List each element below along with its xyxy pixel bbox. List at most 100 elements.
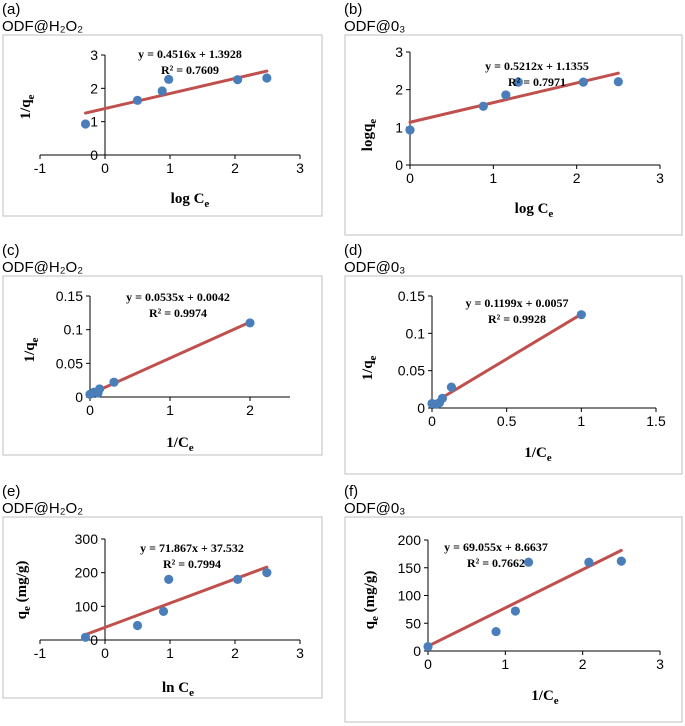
panel-c-label: (c) ODF@H₂O₂ [2,242,83,276]
chart-b-y-tick-label: 2 [395,82,403,98]
chart-d-data-point [576,310,586,320]
chart-c-data-point [245,318,255,328]
chart-d-frame [344,275,683,475]
chart-a-y-tick-label: 1 [90,114,98,130]
panel-e-label: (e) ODF@H₂O₂ [2,483,83,517]
panel-d-letter: (d) [344,242,363,259]
panel-a-label: (a) ODF@H₂O₂ [2,1,83,35]
chart-e-frame [2,516,323,699]
chart-b-x-tick-label: 0 [406,170,414,186]
chart-b-equation: y = 0.5212x + 1.1355 [485,59,589,73]
chart-b-r-squared: R² = 0.7971 [508,75,566,89]
chart-e-y-axis-title: qe (mg/g) [14,561,33,620]
chart-b-x-tick-label: 1 [489,170,497,186]
panel-a-letter: (a) [2,1,21,18]
chart-f-y-tick-label: 0 [413,643,421,659]
chart-f-y-tick-label: 100 [398,588,422,604]
chart-f-x-tick-label: 1 [501,656,509,672]
chart-c-y-tick-label: 0 [75,389,83,405]
chart-e-y-tick-label: 0 [90,632,98,648]
chart-f-data-point [584,557,594,567]
chart-c-y-axis-title: 1/qe [22,337,41,362]
chart-c-x-tick-label: 1 [166,402,174,418]
chart-f-x-tick-label: 0 [424,656,432,672]
panel-b-letter: (b) [344,1,363,18]
chart-a-y-tick-label: 2 [90,80,98,96]
chart-f-y-tick-label: 150 [398,560,422,576]
chart-c-data-point [109,377,119,387]
chart-d-trendline [430,312,583,406]
chart-a-equation: y = 0.4516x + 1.3928 [138,47,242,61]
chart-b-y-tick-label: 0 [395,157,403,173]
chart-c-r-squared: R² = 0.9974 [149,306,207,320]
chart-a-data-point [233,75,243,85]
chart-c-frame [2,275,323,456]
chart-d-y-tick-label: 0.05 [398,363,425,379]
chart-f-data-point [510,606,520,616]
chart-b-x-tick-label: 2 [573,170,581,186]
chart-e-x-tick-label: -1 [34,645,47,661]
chart-a-data-point [132,95,143,105]
chart-b-frame [344,34,683,236]
chart-f-r-squared: R² = 0.7662 [467,556,525,570]
chart-a-x-tick-label: -1 [34,160,47,176]
chart-f-equation: y = 69.055x + 8.6637 [444,540,548,554]
chart-f-data-point [616,556,626,566]
chart-e-equation: y = 71.867x + 37.532 [140,541,244,555]
chart-f: 0 1 2 3 0 50 100 150 200 y = 69.055x + 8.6637 R² =… [344,516,683,723]
chart-d-y-tick-label: 0.15 [398,288,425,304]
chart-d-y-tick-label: 0 [417,400,425,416]
chart-a-data-point [157,86,167,96]
chart-e-data-point [164,574,174,585]
chart-d-r-squared: R² = 0.9928 [488,312,546,326]
chart-b-x-tick-label: 3 [656,170,664,186]
chart-e-y-tick-label: 200 [75,565,99,581]
panel-a-title: ODF@H₂O₂ [2,18,84,35]
chart-a-x-tick-label: 3 [296,160,304,176]
panel-b-label: (b) ODF@0₃ [344,1,405,35]
chart-e-data-point [158,606,169,616]
chart-c-y-tick-label: 0.15 [56,288,83,304]
chart-f-x-axis-title: 1/Ce [531,688,559,707]
panel-f-label: (f) ODF@0₃ [344,483,405,517]
chart-b-x-axis-title: log Ce [515,201,554,220]
chart-e-data-point [80,632,91,642]
chart-c-y-tick-label: 0.05 [56,355,83,371]
chart-c: 0 1 2 0 0.05 0.1 0.15 y = 0.0535x + 0.0042 R² = … [2,275,323,456]
chart-c-x-tick-label: 2 [246,402,254,418]
chart-e-y-tick-label: 100 [75,598,99,614]
chart-a-y-tick-label: 3 [90,47,98,63]
chart-a-x-axis-title: log Ce [171,191,210,210]
chart-d-y-axis-title: 1/qe [360,355,379,380]
chart-a-r-squared: R² = 0.7609 [161,63,219,77]
chart-b-data-point [613,77,623,87]
chart-c-x-axis-title: 1/Ce [166,435,194,454]
chart-f-y-tick-label: 50 [405,615,421,631]
chart-e: -1 0 1 2 3 0 100 200 300 y = 71.867x + 37.532 R² =… [2,516,323,699]
panel-d-title: ODF@0₃ [344,259,406,276]
chart-b-y-tick-label: 1 [395,119,403,135]
chart-a-data-point [164,74,174,84]
chart-c-y-tick-label: 0.1 [64,322,84,338]
chart-f-y-tick-label: 200 [398,532,422,548]
chart-f-data-point [423,641,433,652]
chart-a-frame [2,34,323,217]
panel-e-title: ODF@H₂O₂ [2,500,84,517]
panel-f-title: ODF@0₃ [344,500,406,517]
chart-d-x-tick-label: 1 [577,413,585,429]
chart-e-data-point [233,574,243,585]
chart-f-x-tick-label: 2 [579,656,587,672]
panel-c-title: ODF@H₂O₂ [2,259,84,276]
chart-d: 0 0.5 1 1.5 0 0.05 0.1 0.15 y = 0.1199x + 0.0057… [344,275,683,475]
chart-b-data-point [578,77,588,87]
panel-f-letter: (f) [344,483,359,500]
chart-f-frame [344,516,683,723]
chart-a-y-tick-label: 0 [90,147,98,163]
panel-c-letter: (c) [2,242,20,259]
chart-c-x-tick-label: 0 [86,402,94,418]
chart-b: 0 1 2 3 0 1 2 3 y = 0.5212x + 1.1355 R² = 0.7971 l… [344,34,683,236]
panel-d-label: (d) ODF@0₃ [344,242,405,276]
chart-c-data-point [95,384,105,394]
chart-a-data-point [262,73,272,83]
chart-b-data-point [478,101,488,111]
